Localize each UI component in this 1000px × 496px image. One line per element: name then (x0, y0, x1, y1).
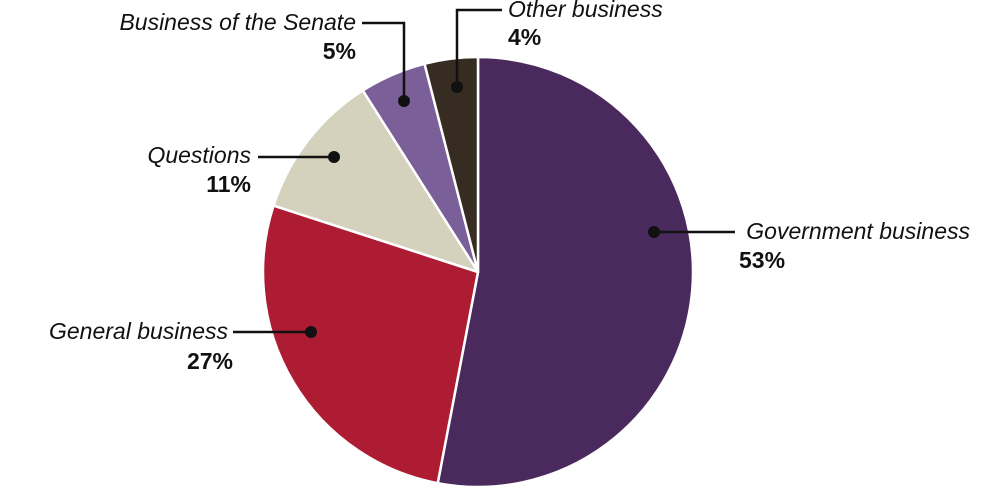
label-general-business: General business (49, 318, 228, 344)
leader-lines (233, 8, 735, 338)
value-business-of-the-senate: 5% (323, 38, 356, 64)
slice-other-business (423, 55, 480, 274)
slice-government-business (436, 55, 695, 489)
value-general-business: 27% (187, 348, 233, 374)
value-other-business: 4% (508, 24, 541, 50)
leader-dot-general-business (305, 326, 317, 338)
label-government-business: Government business (746, 218, 970, 244)
pie-slices (261, 55, 695, 489)
slice-general-business (261, 204, 480, 485)
leader-line-business-of-the-senate (362, 21, 406, 101)
label-questions: Questions (147, 142, 251, 168)
label-business-of-the-senate: Business of the Senate (119, 9, 356, 35)
leader-dot-government-business (648, 226, 660, 238)
leader-dot-business-of-the-senate (398, 95, 410, 107)
label-other-business: Other business (508, 0, 663, 22)
value-government-business: 53% (739, 247, 785, 273)
leader-line-other-business (455, 8, 502, 87)
leader-dot-questions (328, 151, 340, 163)
slice-questions (272, 89, 480, 274)
leader-dot-other-business (451, 81, 463, 93)
value-questions: 11% (206, 171, 251, 197)
